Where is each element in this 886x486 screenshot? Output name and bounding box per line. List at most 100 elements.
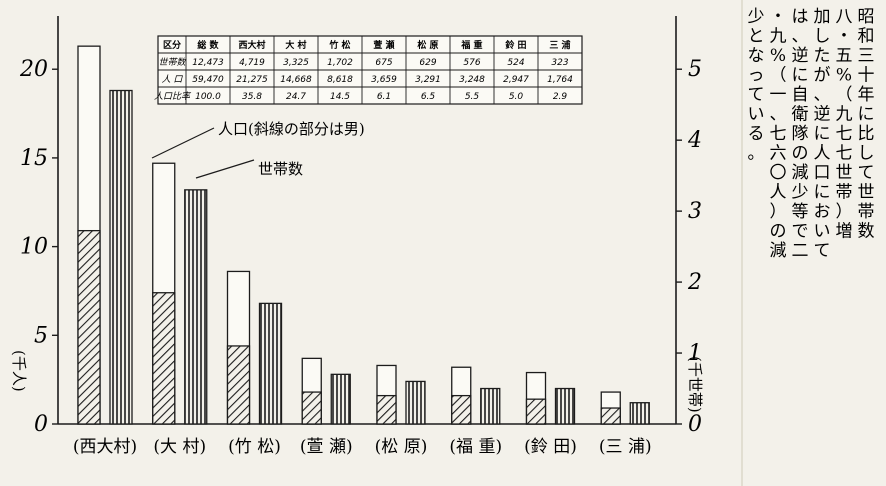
table-cell: 3,291 (415, 75, 441, 85)
side-text-char: 。 (748, 144, 765, 164)
right-tick-label: 2 (687, 270, 702, 295)
category-label: (福 重) (449, 437, 502, 457)
table-cell: 人口比率 (154, 91, 192, 102)
side-text-char: て (814, 241, 831, 261)
side-text-char: 昭 (858, 7, 875, 27)
side-text-char: な (748, 46, 765, 66)
side-text-char: 三 (858, 46, 875, 66)
left-tick-label: 5 (34, 323, 48, 348)
side-text-char: 〇 (770, 163, 787, 183)
side-text-char: ） (836, 202, 853, 222)
side-text-char: 一 (770, 85, 787, 105)
side-text-char: で (792, 222, 809, 242)
household-bar (480, 387, 501, 425)
table-cell: 14.5 (330, 92, 350, 102)
table-cell: 人 口 (162, 74, 184, 85)
side-text-char: 少 (748, 7, 765, 27)
side-text-char: 少 (792, 183, 809, 203)
side-text-char: 九 (836, 105, 853, 125)
category-labels: (西大村) (大 村) (竹 松) (萱 瀬) (松 原) (福 重) (鈴 田) (三 浦) (73, 437, 652, 457)
side-text-char: は (792, 7, 809, 27)
household-bar (405, 380, 426, 425)
side-text-char: ・ (770, 7, 787, 27)
household-bar (184, 189, 208, 425)
side-text-char: 二 (792, 241, 809, 261)
table-cell: 100.0 (195, 92, 221, 102)
side-text-char: ） (770, 202, 787, 222)
side-text-char: と (748, 27, 765, 47)
left-tick-label: 0 (34, 412, 48, 437)
left-tick-label: 20 (19, 57, 48, 82)
side-text-char: て (858, 163, 875, 183)
side-text-char: 口 (814, 163, 831, 183)
side-text-char: に (792, 66, 809, 86)
side-text-char: い (748, 105, 765, 125)
side-text-char: 帯 (858, 202, 875, 222)
right-tick-label: 1 (688, 341, 702, 366)
category-label: (鈴 田) (524, 437, 577, 457)
side-text-char: の (770, 222, 787, 242)
table-cell: 5.0 (509, 92, 524, 102)
table-cell: 323 (551, 58, 568, 68)
table-header-cell: 区分 (163, 39, 181, 51)
side-text-char: し (858, 144, 875, 164)
table-cell: 14,668 (280, 75, 312, 85)
side-text-block: 昭和三十年に比して世帯数八・五%（九七七世帯）増加したが、逆に人口においては、逆… (748, 7, 875, 261)
side-text-char: 逆 (814, 105, 831, 125)
table-cell: 675 (375, 58, 392, 68)
category-label: (西大村) (73, 437, 137, 457)
side-text-char: る (748, 124, 765, 144)
male-bar (301, 391, 322, 425)
category-label: (萱 瀬) (300, 437, 353, 457)
table-cell: 524 (507, 58, 524, 68)
side-text-char: に (814, 124, 831, 144)
side-text-char: 六 (770, 144, 787, 164)
male-bar (376, 394, 397, 425)
table-cell: 6.5 (421, 92, 436, 102)
left-axis-ticks: 0 5 10 15 20 (19, 57, 58, 437)
left-tick-label: 10 (20, 235, 48, 260)
table-header-cell: 竹 松 (328, 39, 350, 51)
side-text-char: 九 (770, 27, 787, 47)
side-text-char: 、 (814, 85, 831, 105)
household-bar (629, 402, 650, 425)
side-text-char: お (814, 202, 831, 222)
side-text-char: 加 (814, 7, 831, 27)
table-cell: 2,947 (503, 75, 529, 85)
side-text-char: 七 (836, 124, 853, 144)
category-label: (松 原) (375, 437, 428, 457)
side-text-char: 世 (836, 163, 853, 183)
left-unit-label: (千人) (10, 350, 28, 392)
side-text-char: 減 (792, 163, 809, 183)
table-cell: 24.7 (286, 92, 306, 102)
side-text-char: に (814, 183, 831, 203)
side-text-char: 帯 (836, 183, 853, 203)
table-cell: 5.5 (465, 92, 480, 102)
household-bar (258, 302, 283, 425)
table-header-cell: 三 浦 (549, 39, 570, 51)
male-bar (77, 229, 101, 425)
table-header-cell: 総 数 (197, 39, 219, 51)
table-cell: 3,248 (459, 75, 485, 85)
household-bar (554, 387, 576, 425)
side-text-char: 五 (836, 46, 853, 66)
side-text-char: っ (748, 66, 765, 86)
population-annotation: 人口(斜線の部分は男) (218, 120, 365, 138)
side-text-char: 比 (858, 124, 875, 144)
side-text-char: （ (770, 66, 787, 86)
bars-group (77, 45, 650, 425)
side-text-char: 、 (792, 27, 809, 47)
population-pointer (151, 127, 215, 159)
side-text-char: 和 (858, 27, 875, 47)
left-tick-label: 15 (20, 146, 48, 171)
side-text-char: 数 (858, 222, 875, 242)
household-pointer (195, 159, 255, 179)
side-text-char: 世 (858, 183, 875, 203)
table-cell: 59,470 (192, 75, 224, 85)
side-text-char: 八 (836, 7, 853, 27)
household-bar (109, 89, 133, 425)
side-text-char: 十 (858, 66, 875, 86)
right-tick-label: 5 (688, 57, 702, 82)
side-text-char: 人 (770, 183, 787, 203)
